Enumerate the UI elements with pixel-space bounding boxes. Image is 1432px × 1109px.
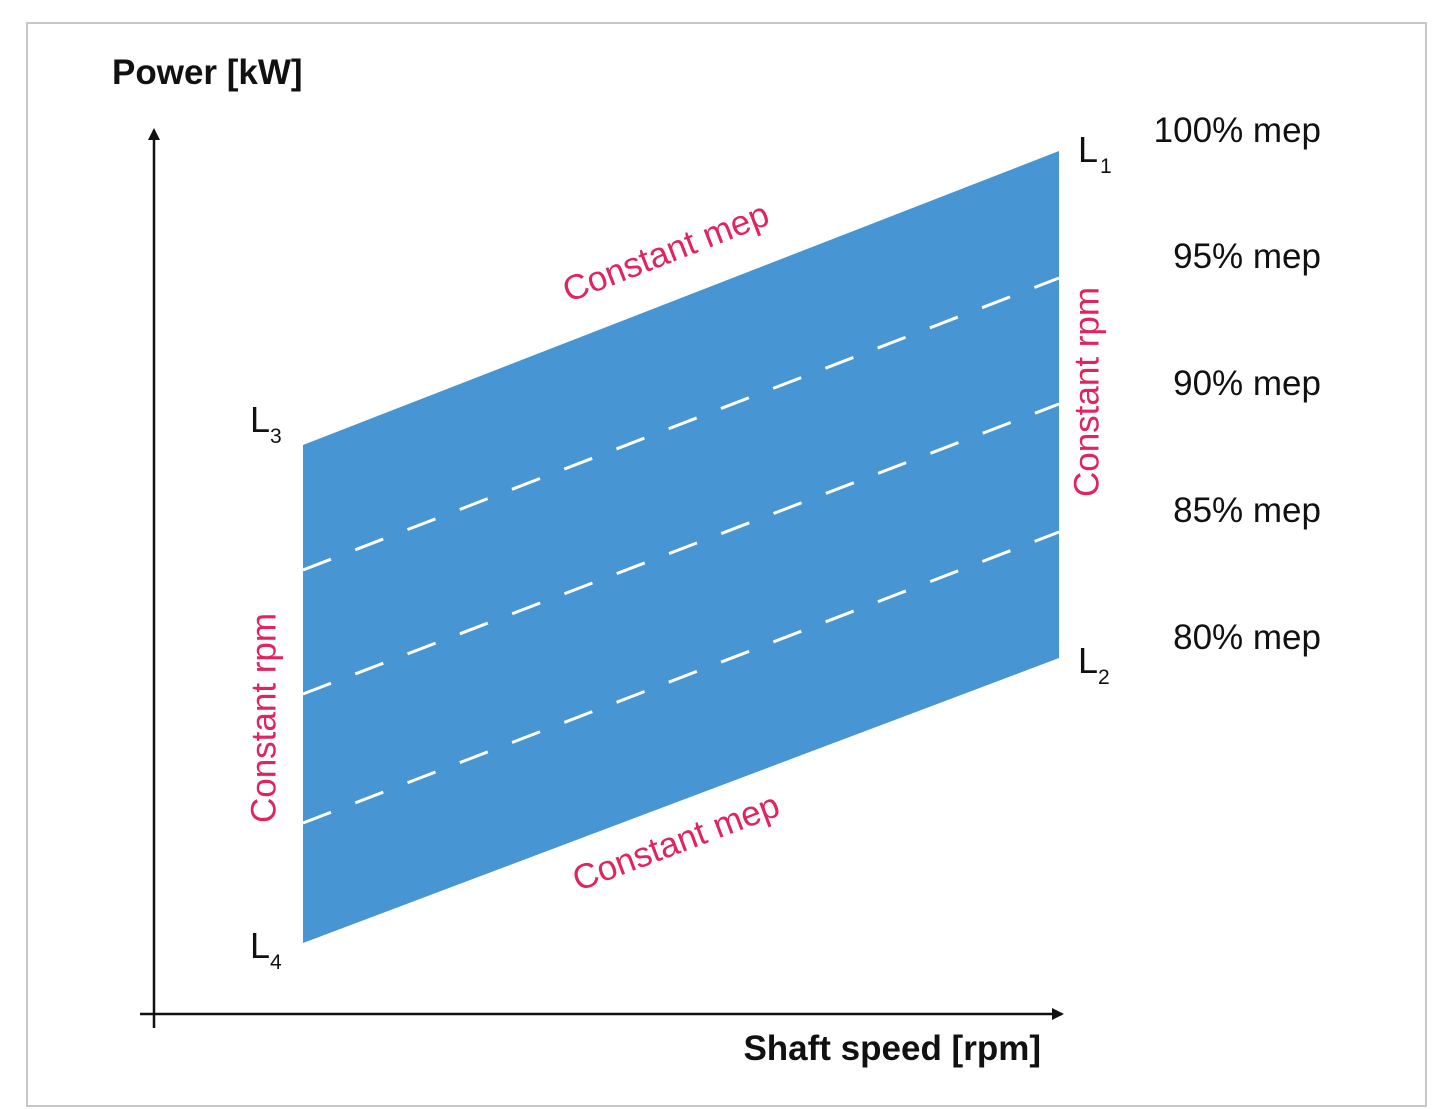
mep-label-80: 80% mep: [1173, 618, 1321, 657]
mep-line-85: [302, 530, 1060, 825]
svg-text:L: L: [250, 399, 270, 440]
mep-line-95: [302, 276, 1060, 572]
mep-label-95: 95% mep: [1173, 237, 1321, 276]
svg-text:L: L: [1078, 640, 1098, 681]
mep-line-90: [302, 402, 1060, 696]
svg-text:L: L: [250, 925, 270, 966]
corner-label-l4: L 4: [250, 925, 282, 974]
corner-label-l1: L 1: [1078, 129, 1112, 178]
svg-text:2: 2: [1098, 666, 1110, 689]
mep-label-85: 85% mep: [1173, 491, 1321, 530]
corner-label-l3: L 3: [250, 399, 282, 448]
layout-region: [303, 151, 1059, 943]
annotation-right-constant-rpm: Constant rpm: [1068, 287, 1107, 497]
annotation-left-constant-rpm: Constant rpm: [245, 613, 284, 823]
svg-text:4: 4: [270, 951, 282, 974]
mep-label-90: 90% mep: [1173, 364, 1321, 403]
y-axis-title: Power [kW]: [112, 53, 303, 92]
svg-text:L: L: [1078, 129, 1098, 170]
mep-label-100: 100% mep: [1154, 111, 1321, 150]
svg-text:3: 3: [270, 425, 282, 448]
corner-label-l2: L 2: [1078, 640, 1110, 689]
x-axis-title: Shaft speed [rpm]: [743, 1029, 1041, 1068]
svg-text:1: 1: [1100, 155, 1112, 178]
